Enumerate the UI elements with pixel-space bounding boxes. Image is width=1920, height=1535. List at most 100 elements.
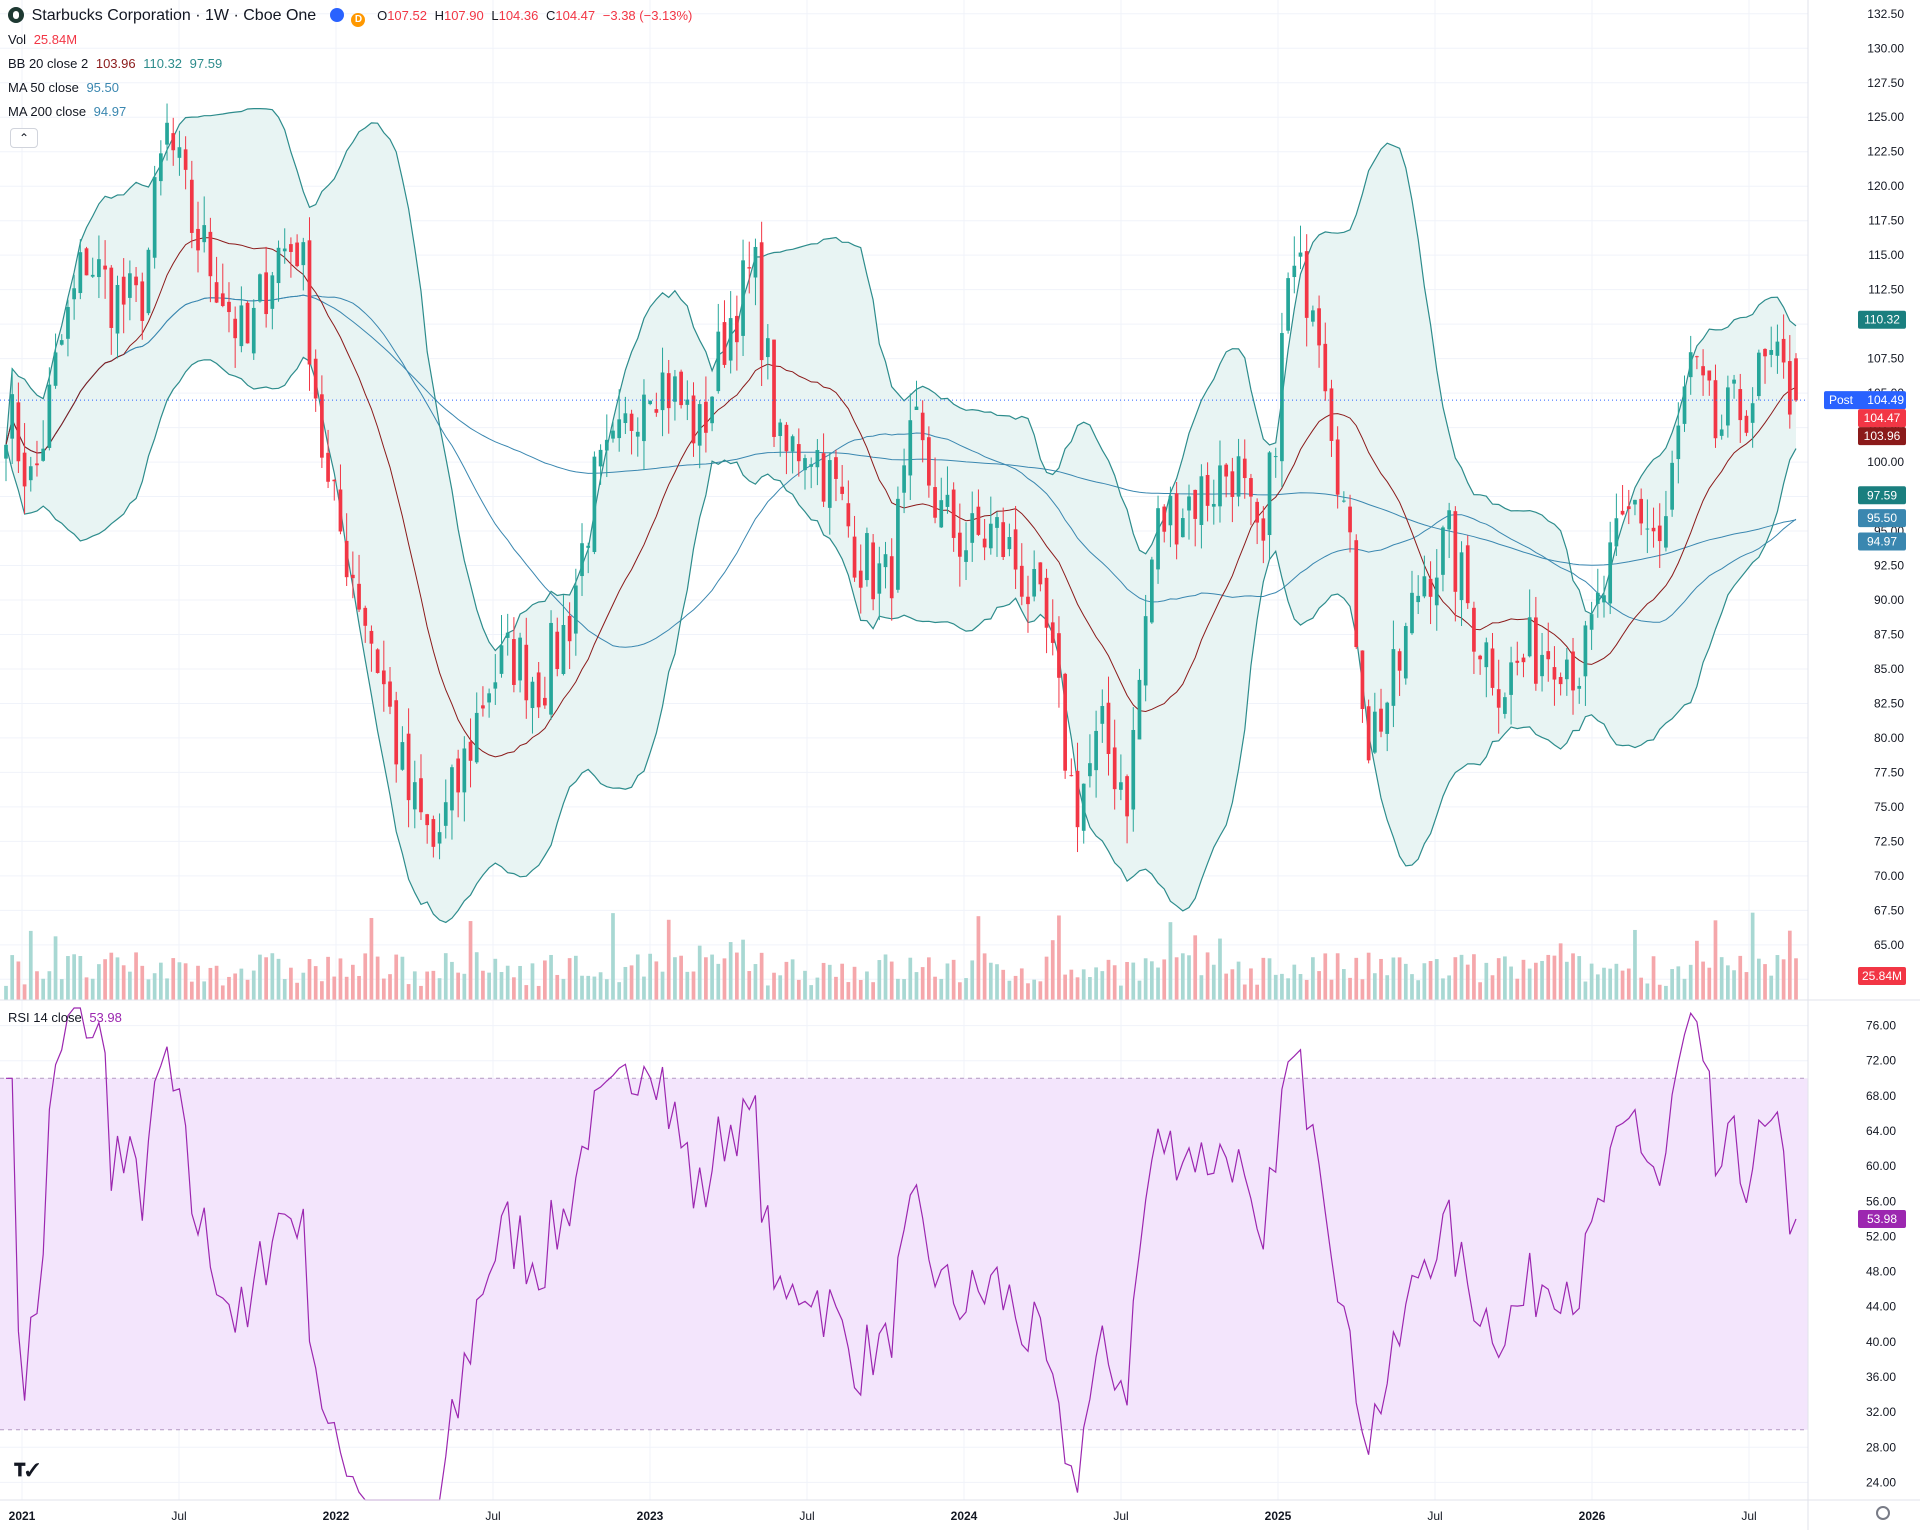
candle-body — [134, 276, 138, 286]
candle — [1081, 783, 1086, 844]
volume-bar — [1354, 957, 1359, 1000]
candle — [920, 400, 925, 463]
candle-body — [1199, 476, 1204, 525]
candle-body — [1521, 657, 1526, 663]
candle — [722, 300, 727, 368]
candle-body — [803, 458, 807, 471]
candle — [964, 522, 968, 581]
candle-body — [1286, 278, 1290, 331]
candle — [629, 409, 634, 455]
bb-upper-line — [5, 108, 1797, 652]
candle — [1323, 322, 1328, 401]
candle — [1781, 314, 1786, 379]
volume-bar — [877, 960, 882, 1000]
candle-body — [1763, 348, 1767, 357]
candle-body — [1391, 649, 1396, 706]
candle-body — [183, 149, 188, 170]
volume-bar — [1385, 975, 1390, 1000]
collapse-legend-button[interactable]: ⌃ — [10, 128, 38, 148]
volume-bar — [939, 978, 944, 1000]
bb-lower-tag-bg — [1858, 486, 1906, 505]
volume-bar — [1019, 968, 1024, 1000]
volume-bar — [363, 953, 368, 1000]
candle-body — [933, 487, 937, 518]
candle — [1577, 677, 1582, 704]
candle — [177, 130, 182, 176]
candle — [741, 239, 745, 357]
candle — [512, 617, 516, 693]
candle-body — [28, 466, 33, 481]
volume-bar — [536, 985, 541, 1000]
candle — [555, 617, 560, 677]
candle — [499, 615, 504, 678]
volume-bar — [140, 965, 145, 1000]
rsi-tick-label: 68.00 — [1866, 1089, 1896, 1103]
volume-bar — [1081, 969, 1086, 1000]
volume-bar — [326, 956, 330, 1000]
volume-bar — [388, 974, 392, 1000]
candle — [883, 541, 888, 589]
candle-body — [1540, 654, 1544, 677]
candle — [35, 440, 39, 477]
volume-bar — [660, 971, 665, 1000]
candle-body — [846, 503, 851, 527]
volume-bar — [1038, 981, 1043, 1000]
rsi-legend[interactable]: RSI 14 close 53.98 — [8, 1006, 122, 1030]
candle-body — [920, 412, 925, 441]
price-tick-label: 92.50 — [1874, 559, 1904, 573]
volume-bar — [1100, 971, 1105, 1000]
candle — [1726, 375, 1730, 438]
tradingview-logo-icon[interactable]: 𝐓✓ — [14, 1460, 40, 1480]
candle-body — [1744, 415, 1749, 433]
time-tick-label: 2024 — [951, 1509, 978, 1523]
volume-bar — [1732, 970, 1736, 1000]
volume-bar — [313, 966, 318, 1000]
price-tick-label: 67.50 — [1874, 903, 1904, 917]
volume-bar — [282, 978, 287, 1000]
symbol-title[interactable]: Starbucks Corporation · 1W · Cboe One — [31, 7, 317, 24]
bb-legend[interactable]: BB 20 close 2 103.96 110.32 97.59 — [8, 52, 222, 76]
bb-lower-tag: 97.59 — [1858, 486, 1906, 505]
vol-legend[interactable]: Vol 25.84M — [8, 28, 77, 52]
volume-bar — [902, 979, 906, 1000]
candle — [1633, 499, 1637, 516]
candle — [1236, 438, 1241, 507]
volume-bar — [1676, 966, 1681, 1000]
volume-bar — [1645, 983, 1650, 1000]
candle-body — [1088, 763, 1092, 777]
delayed-badge[interactable]: D — [351, 13, 366, 27]
candle-body — [759, 242, 764, 361]
candle-body — [115, 284, 120, 334]
candle-body — [171, 133, 176, 151]
volume-bar — [90, 978, 95, 1000]
candle-body — [1063, 673, 1067, 771]
candle-body — [945, 494, 950, 507]
candle-body — [1416, 595, 1421, 603]
candle — [146, 247, 151, 316]
candle — [1503, 692, 1507, 719]
ma200-legend[interactable]: MA 200 close 94.97 — [8, 100, 126, 124]
ma50-legend[interactable]: MA 50 close 95.50 — [8, 76, 119, 100]
candle — [1286, 272, 1290, 334]
volume-bar — [778, 975, 783, 1000]
settings-gear-icon[interactable] — [1876, 1506, 1890, 1520]
candle-body — [1298, 252, 1303, 257]
market-status-icon[interactable] — [329, 8, 344, 22]
volume-bar — [580, 975, 584, 1000]
price-tick-label: 100.00 — [1867, 455, 1904, 469]
candle-body — [363, 607, 368, 626]
volume-bar — [1323, 953, 1328, 1000]
candle — [214, 256, 219, 304]
candle-body — [1651, 527, 1656, 532]
candle-body — [1007, 537, 1012, 550]
volume-bar — [1342, 969, 1346, 1000]
volume-bar — [976, 916, 981, 1000]
candle — [289, 237, 293, 278]
candle-body — [1050, 622, 1055, 643]
candle-body — [72, 288, 76, 300]
volume-bar — [307, 959, 312, 1000]
volume-bar — [1713, 920, 1718, 1000]
volume-bar — [1571, 953, 1575, 1000]
